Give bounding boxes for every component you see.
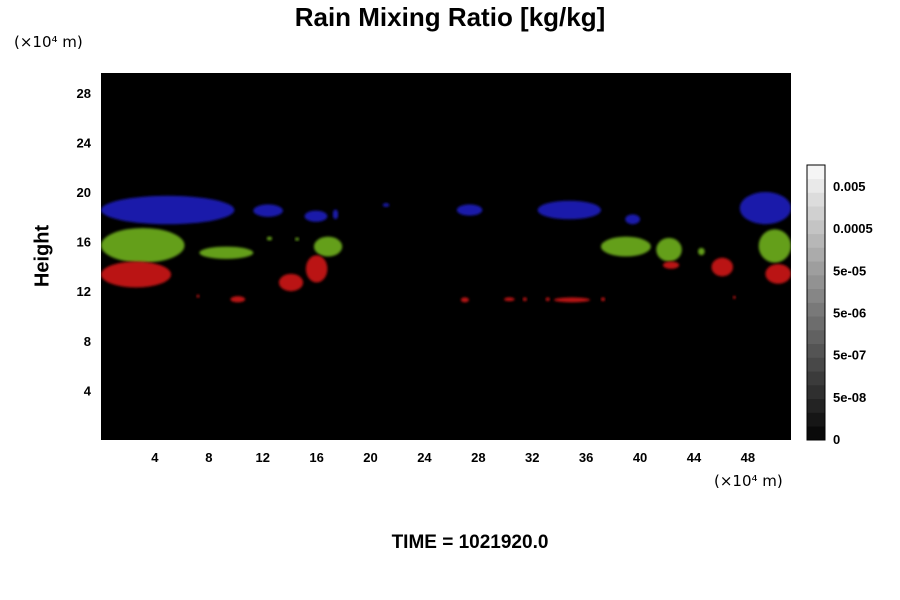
colorbar-swatch (807, 178, 825, 193)
colorbar-swatch (807, 233, 825, 248)
precip-feature (382, 203, 390, 207)
precip-feature (278, 273, 304, 292)
precip-feature (199, 246, 254, 259)
precip-feature (600, 297, 606, 302)
x-tick-label: 28 (471, 450, 485, 465)
colorbar-swatch (807, 385, 825, 400)
y-axis-ticks: 4 8 12 16 20 24 28 (77, 86, 92, 399)
y-tick-label: 28 (77, 86, 91, 101)
colorbar-label: 0.005 (833, 179, 866, 194)
y-tick-label: 4 (84, 383, 92, 398)
y-axis-unit: (×10⁴ m) (14, 33, 83, 51)
colorbar: 0 5e-08 5e-07 5e-06 5e-05 0.0005 0.005 (806, 164, 873, 447)
colorbar-swatch (807, 398, 825, 413)
colorbar-label: 5e-07 (833, 348, 866, 363)
x-tick-label: 12 (255, 450, 269, 465)
precip-feature (625, 214, 641, 225)
colorbar-label: 5e-08 (833, 390, 866, 405)
precip-feature (313, 236, 343, 257)
colorbar-swatch (807, 288, 825, 303)
colorbar-label: 5e-05 (833, 263, 866, 278)
precip-feature (711, 257, 734, 277)
y-tick-label: 8 (84, 334, 91, 349)
colorbar-frame (806, 164, 826, 441)
precip-feature (662, 261, 680, 269)
chart-title: Rain Mixing Ratio [kg/kg] (294, 2, 606, 32)
precip-feature (732, 295, 736, 299)
x-tick-label: 4 (151, 450, 159, 465)
precip-feature (305, 255, 328, 283)
colorbar-swatch (807, 371, 825, 386)
colorbar-swatch (807, 275, 825, 290)
precip-feature (332, 209, 339, 220)
colorbar-swatch (807, 426, 825, 441)
precip-feature (656, 237, 682, 262)
precip-feature (266, 236, 273, 241)
precip-feature (304, 210, 328, 222)
precip-feature (765, 263, 791, 284)
colorbar-label: 5e-06 (833, 306, 866, 321)
heatmap-features (101, 192, 791, 303)
precip-feature (101, 227, 185, 263)
precip-feature (698, 247, 705, 256)
precip-feature (295, 237, 300, 241)
colorbar-swatch (807, 316, 825, 331)
colorbar-swatch (807, 343, 825, 358)
colorbar-swatch (807, 357, 825, 372)
x-axis-ticks: 4 8 12 16 20 24 28 32 36 40 44 48 (151, 450, 755, 465)
precip-feature (600, 236, 651, 257)
precip-feature (537, 200, 601, 220)
precip-feature (196, 294, 200, 298)
precip-feature (522, 297, 527, 302)
precip-feature (456, 204, 483, 216)
y-tick-label: 20 (77, 185, 91, 200)
plot-area (101, 73, 791, 440)
y-tick-label: 16 (77, 235, 91, 250)
y-tick-label: 12 (77, 284, 91, 299)
colorbar-swatch (807, 220, 825, 235)
precip-feature (545, 297, 550, 302)
x-tick-label: 48 (741, 450, 755, 465)
colorbar-label: 0 (833, 432, 840, 447)
x-tick-label: 24 (417, 450, 432, 465)
precip-feature (230, 296, 246, 303)
colorbar-swatch (807, 247, 825, 262)
y-tick-label: 24 (77, 135, 92, 150)
colorbar-label: 0.0005 (833, 221, 873, 236)
colorbar-swatch (807, 192, 825, 207)
colorbar-swatch (807, 302, 825, 317)
x-tick-label: 32 (525, 450, 539, 465)
colorbar-swatch (807, 206, 825, 221)
precip-feature (553, 297, 591, 303)
precip-feature (101, 261, 172, 288)
x-tick-label: 16 (309, 450, 323, 465)
precip-feature (460, 297, 469, 303)
colorbar-swatch (807, 412, 825, 427)
x-tick-label: 44 (687, 450, 702, 465)
colorbar-swatch (807, 165, 825, 180)
precip-feature (758, 229, 791, 263)
precip-feature (101, 195, 235, 225)
x-tick-label: 8 (205, 450, 212, 465)
precip-feature (739, 192, 791, 225)
colorbar-swatch (807, 330, 825, 345)
precip-feature (503, 297, 515, 302)
precip-feature (253, 204, 283, 217)
time-label: TIME = 1021920.0 (391, 532, 549, 553)
x-tick-label: 40 (633, 450, 647, 465)
x-axis-unit: (×10⁴ m) (714, 472, 783, 490)
colorbar-swatch (807, 261, 825, 276)
x-tick-label: 36 (579, 450, 593, 465)
x-tick-label: 20 (363, 450, 377, 465)
